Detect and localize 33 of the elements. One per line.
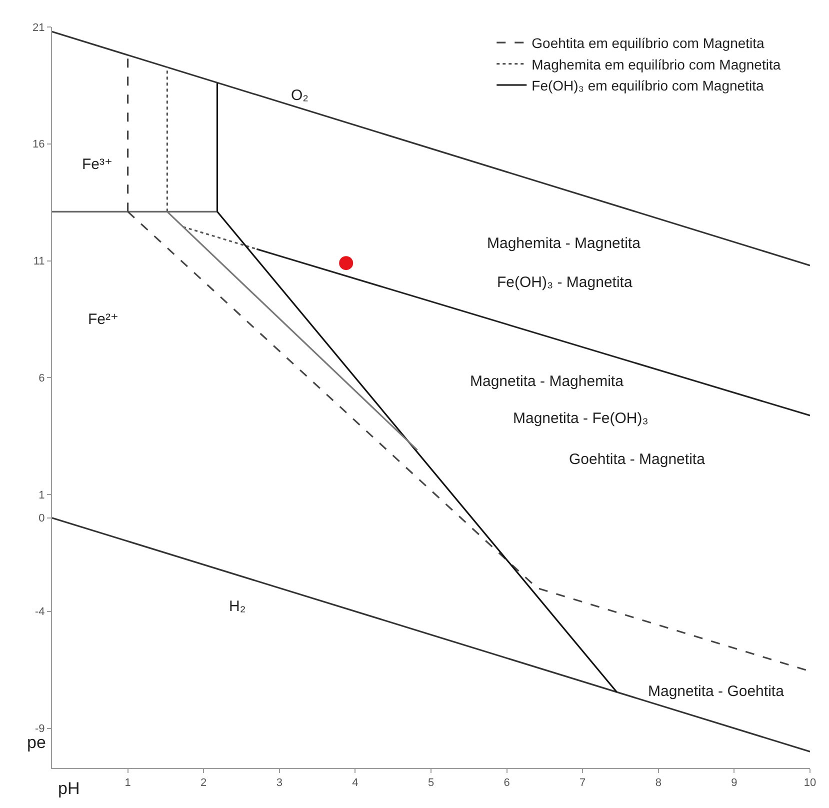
annotation: Fe²⁺ — [88, 311, 118, 328]
x-tick-label: 8 — [655, 777, 662, 790]
legend-label: Fe(OH)₃ em equilíbrio com Magnetita — [532, 77, 764, 94]
y-tick-label: 16 — [32, 138, 45, 151]
y-tick-label: -4 — [35, 606, 45, 618]
x-tick-label: 2 — [200, 777, 207, 790]
x-tick-label: 5 — [428, 777, 434, 790]
annotation: Magnetita - Maghemita — [470, 373, 624, 390]
x-tick-label: 1 — [124, 777, 131, 790]
x-tick-label: 4 — [352, 777, 358, 790]
legend-label: Goehtita em equilíbrio com Magnetita — [532, 35, 765, 52]
x-tick-label: 6 — [504, 777, 510, 790]
annotation: H₂ — [229, 598, 246, 615]
x-tick-label: 7 — [580, 777, 586, 790]
y-tick-label: -9 — [35, 723, 45, 736]
annotation: Maghemita - Magnetita — [487, 235, 642, 252]
y-axis-title: pe — [27, 733, 46, 752]
x-axis-title: pH — [58, 779, 80, 798]
annotation: Fe³⁺ — [82, 156, 112, 173]
annotation: Goehtita - Magnetita — [569, 451, 706, 468]
legend-label: Maghemita em equilíbrio com Magnetita — [532, 56, 781, 72]
annotation: Fe(OH)₃ - Magnetita — [497, 274, 633, 291]
annotation: Magnetita - Goehtita — [648, 683, 785, 700]
annotation: O₂ — [291, 87, 309, 104]
x-tick-label: 3 — [276, 777, 282, 790]
y-tick-label: 0 — [38, 512, 45, 525]
x-tick-label: 9 — [731, 777, 738, 790]
x-tick-label: 10 — [804, 777, 816, 790]
y-tick-label: 6 — [38, 372, 45, 384]
y-tick-label: 1 — [38, 489, 45, 502]
y-tick-label: 21 — [32, 22, 45, 34]
y-tick-label: 11 — [33, 256, 45, 268]
annotation: Magnetita - Fe(OH)₃ — [513, 410, 648, 427]
